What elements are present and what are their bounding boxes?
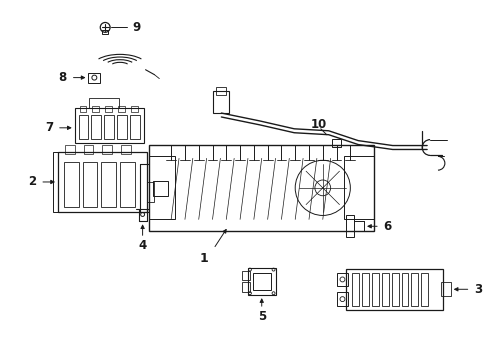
Bar <box>147 182 154 202</box>
Bar <box>352 273 359 306</box>
Bar <box>392 273 398 306</box>
Bar <box>101 162 116 207</box>
Bar <box>90 98 119 108</box>
Bar <box>346 215 354 237</box>
Bar <box>412 273 418 306</box>
Bar <box>105 106 112 112</box>
Bar <box>214 91 229 113</box>
Text: 2: 2 <box>28 175 36 189</box>
Bar <box>401 273 409 306</box>
Bar <box>332 139 342 147</box>
Text: 1: 1 <box>199 252 208 265</box>
Text: 7: 7 <box>45 121 53 134</box>
Bar <box>83 145 94 154</box>
Bar <box>130 115 140 139</box>
Bar <box>117 115 127 139</box>
Bar <box>82 162 98 207</box>
Text: 8: 8 <box>59 71 67 84</box>
Bar <box>253 273 270 290</box>
Bar <box>149 145 374 231</box>
Bar <box>64 162 78 207</box>
Bar <box>118 106 125 112</box>
Bar <box>346 269 443 310</box>
Bar <box>217 87 226 95</box>
Bar <box>78 115 89 139</box>
Bar <box>102 30 108 34</box>
Bar <box>58 152 147 212</box>
Text: 4: 4 <box>139 239 147 252</box>
Text: 3: 3 <box>474 283 483 296</box>
Text: 9: 9 <box>133 21 141 34</box>
Bar <box>74 108 144 143</box>
Bar <box>93 106 99 112</box>
Bar <box>153 181 168 196</box>
Bar <box>65 145 74 154</box>
Bar <box>89 73 100 82</box>
Bar <box>149 156 175 219</box>
Bar <box>248 267 275 295</box>
Bar <box>242 271 250 280</box>
Bar <box>421 273 428 306</box>
Bar <box>362 273 369 306</box>
Bar <box>53 152 58 212</box>
Text: 6: 6 <box>384 220 392 233</box>
Bar <box>120 162 135 207</box>
Text: 5: 5 <box>258 310 266 323</box>
Text: 10: 10 <box>311 118 327 131</box>
Bar <box>79 106 86 112</box>
Bar <box>102 145 112 154</box>
Bar <box>382 273 389 306</box>
Bar <box>337 273 348 286</box>
Bar <box>372 273 379 306</box>
Bar <box>344 156 374 219</box>
Bar <box>92 115 101 139</box>
Bar <box>441 282 451 296</box>
Bar <box>104 115 114 139</box>
Bar <box>121 145 131 154</box>
Bar <box>337 292 348 306</box>
Bar <box>131 106 138 112</box>
Bar <box>242 282 250 292</box>
